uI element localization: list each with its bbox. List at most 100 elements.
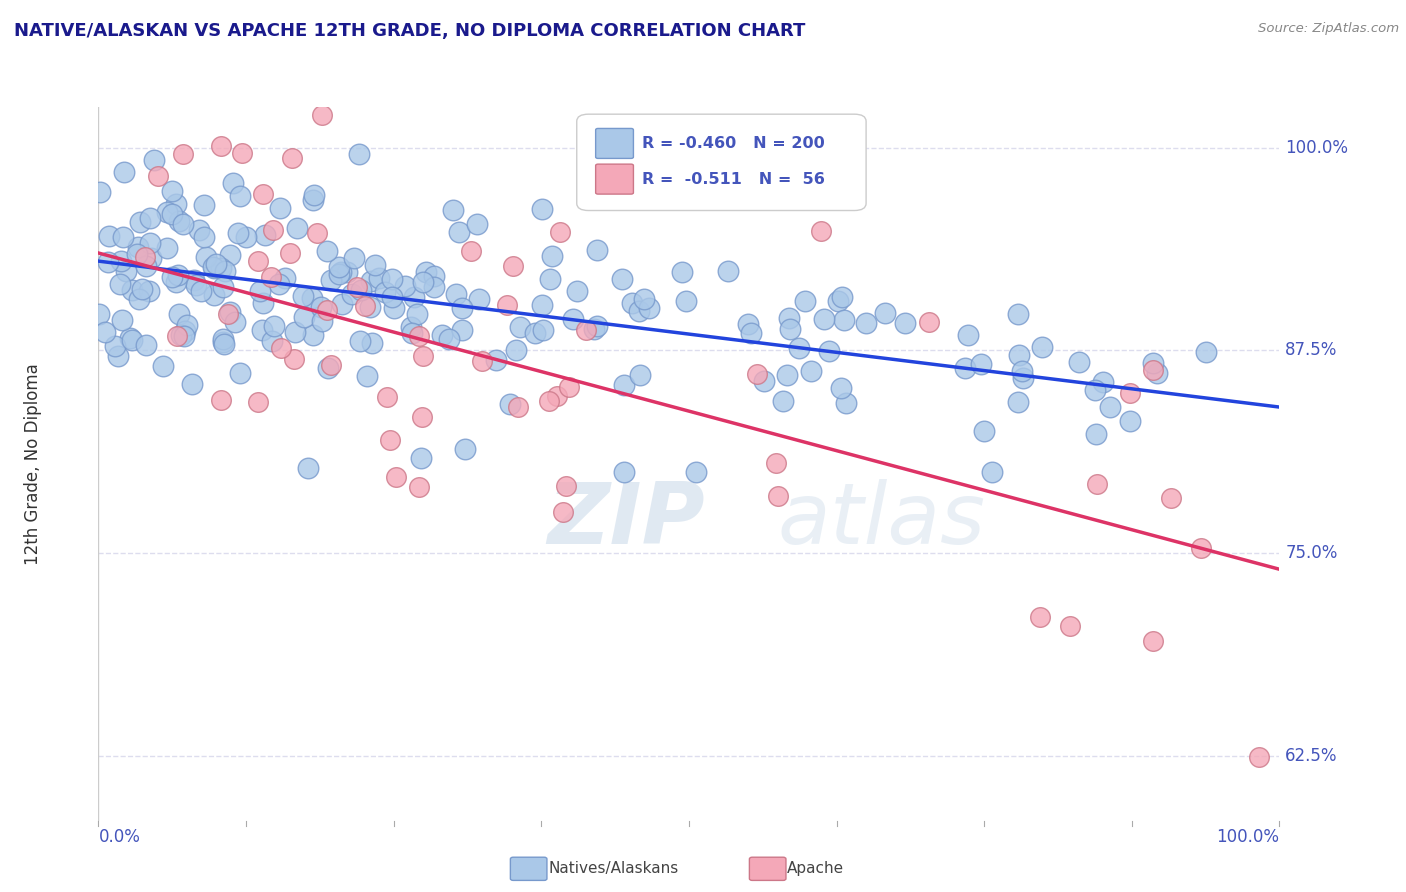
Point: [212, 280, 235, 294]
Point: [165, 197, 187, 211]
Point: [1119, 414, 1142, 428]
Text: 62.5%: 62.5%: [1285, 747, 1339, 764]
Point: [346, 280, 368, 294]
Point: [302, 194, 325, 208]
Point: [202, 288, 225, 302]
Point: [205, 257, 228, 271]
Point: [1142, 356, 1164, 370]
Point: [174, 324, 197, 338]
Point: [252, 186, 274, 201]
Point: [89, 308, 111, 322]
Point: [311, 314, 333, 328]
Point: [94, 325, 117, 339]
Point: [169, 213, 191, 227]
Point: [628, 303, 651, 318]
Point: [202, 260, 225, 275]
Point: [309, 300, 332, 314]
Point: [297, 461, 319, 475]
Point: [586, 319, 609, 334]
Point: [562, 312, 585, 326]
Point: [471, 354, 494, 368]
Point: [628, 368, 651, 383]
Point: [613, 378, 636, 392]
Point: [183, 273, 205, 287]
Point: [250, 323, 273, 337]
Point: [1084, 384, 1107, 398]
Point: [800, 364, 823, 378]
Point: [263, 319, 285, 334]
Point: [412, 275, 434, 289]
Text: Natives/Alaskans: Natives/Alaskans: [548, 862, 679, 876]
Point: [138, 284, 160, 298]
Point: [167, 307, 190, 321]
Point: [546, 389, 568, 403]
Text: 87.5%: 87.5%: [1285, 342, 1337, 359]
Point: [302, 328, 325, 343]
Point: [873, 306, 896, 320]
Text: 0.0%: 0.0%: [98, 828, 141, 846]
Point: [973, 424, 995, 438]
Point: [385, 470, 408, 484]
Point: [247, 394, 270, 409]
Point: [229, 366, 252, 380]
Point: [918, 315, 941, 329]
Point: [267, 277, 290, 291]
Point: [409, 451, 432, 466]
Point: [190, 285, 212, 299]
Point: [450, 323, 472, 337]
Point: [212, 337, 235, 351]
Point: [209, 139, 232, 153]
Point: [451, 301, 474, 315]
Point: [411, 410, 433, 425]
Point: [675, 293, 697, 308]
Point: [969, 357, 991, 371]
Point: [778, 311, 800, 326]
Point: [292, 310, 315, 324]
Point: [107, 349, 129, 363]
Point: [394, 279, 416, 293]
Point: [621, 295, 644, 310]
Point: [374, 285, 396, 299]
Point: [548, 225, 571, 239]
Point: [212, 335, 235, 350]
Point: [349, 146, 371, 161]
Point: [364, 259, 387, 273]
Point: [166, 268, 188, 282]
Point: [139, 211, 162, 225]
Point: [166, 329, 188, 343]
Point: [531, 323, 554, 337]
Point: [818, 344, 841, 359]
Point: [776, 368, 799, 382]
Point: [115, 263, 138, 277]
Point: [449, 225, 471, 239]
Point: [832, 313, 855, 327]
Point: [193, 198, 215, 212]
Point: [423, 268, 446, 283]
Point: [89, 186, 111, 200]
Point: [356, 369, 378, 384]
Point: [1142, 634, 1164, 648]
Point: [328, 267, 350, 281]
Point: [262, 223, 284, 237]
Point: [381, 290, 404, 304]
Point: [98, 228, 121, 243]
Point: [104, 339, 127, 353]
Point: [360, 335, 382, 350]
Text: NATIVE/ALASKAN VS APACHE 12TH GRADE, NO DIPLOMA CORRELATION CHART: NATIVE/ALASKAN VS APACHE 12TH GRADE, NO …: [14, 22, 806, 40]
Point: [118, 330, 141, 344]
Point: [404, 289, 426, 303]
Point: [193, 230, 215, 244]
Point: [217, 307, 239, 321]
Text: atlas: atlas: [778, 479, 986, 563]
Point: [292, 289, 315, 303]
Point: [610, 272, 633, 286]
Point: [194, 250, 217, 264]
Point: [432, 327, 454, 342]
Point: [531, 202, 554, 217]
Point: [1069, 355, 1091, 369]
Point: [172, 147, 194, 161]
Point: [439, 332, 461, 346]
Point: [228, 226, 250, 240]
Point: [1008, 348, 1031, 362]
Point: [330, 265, 353, 279]
